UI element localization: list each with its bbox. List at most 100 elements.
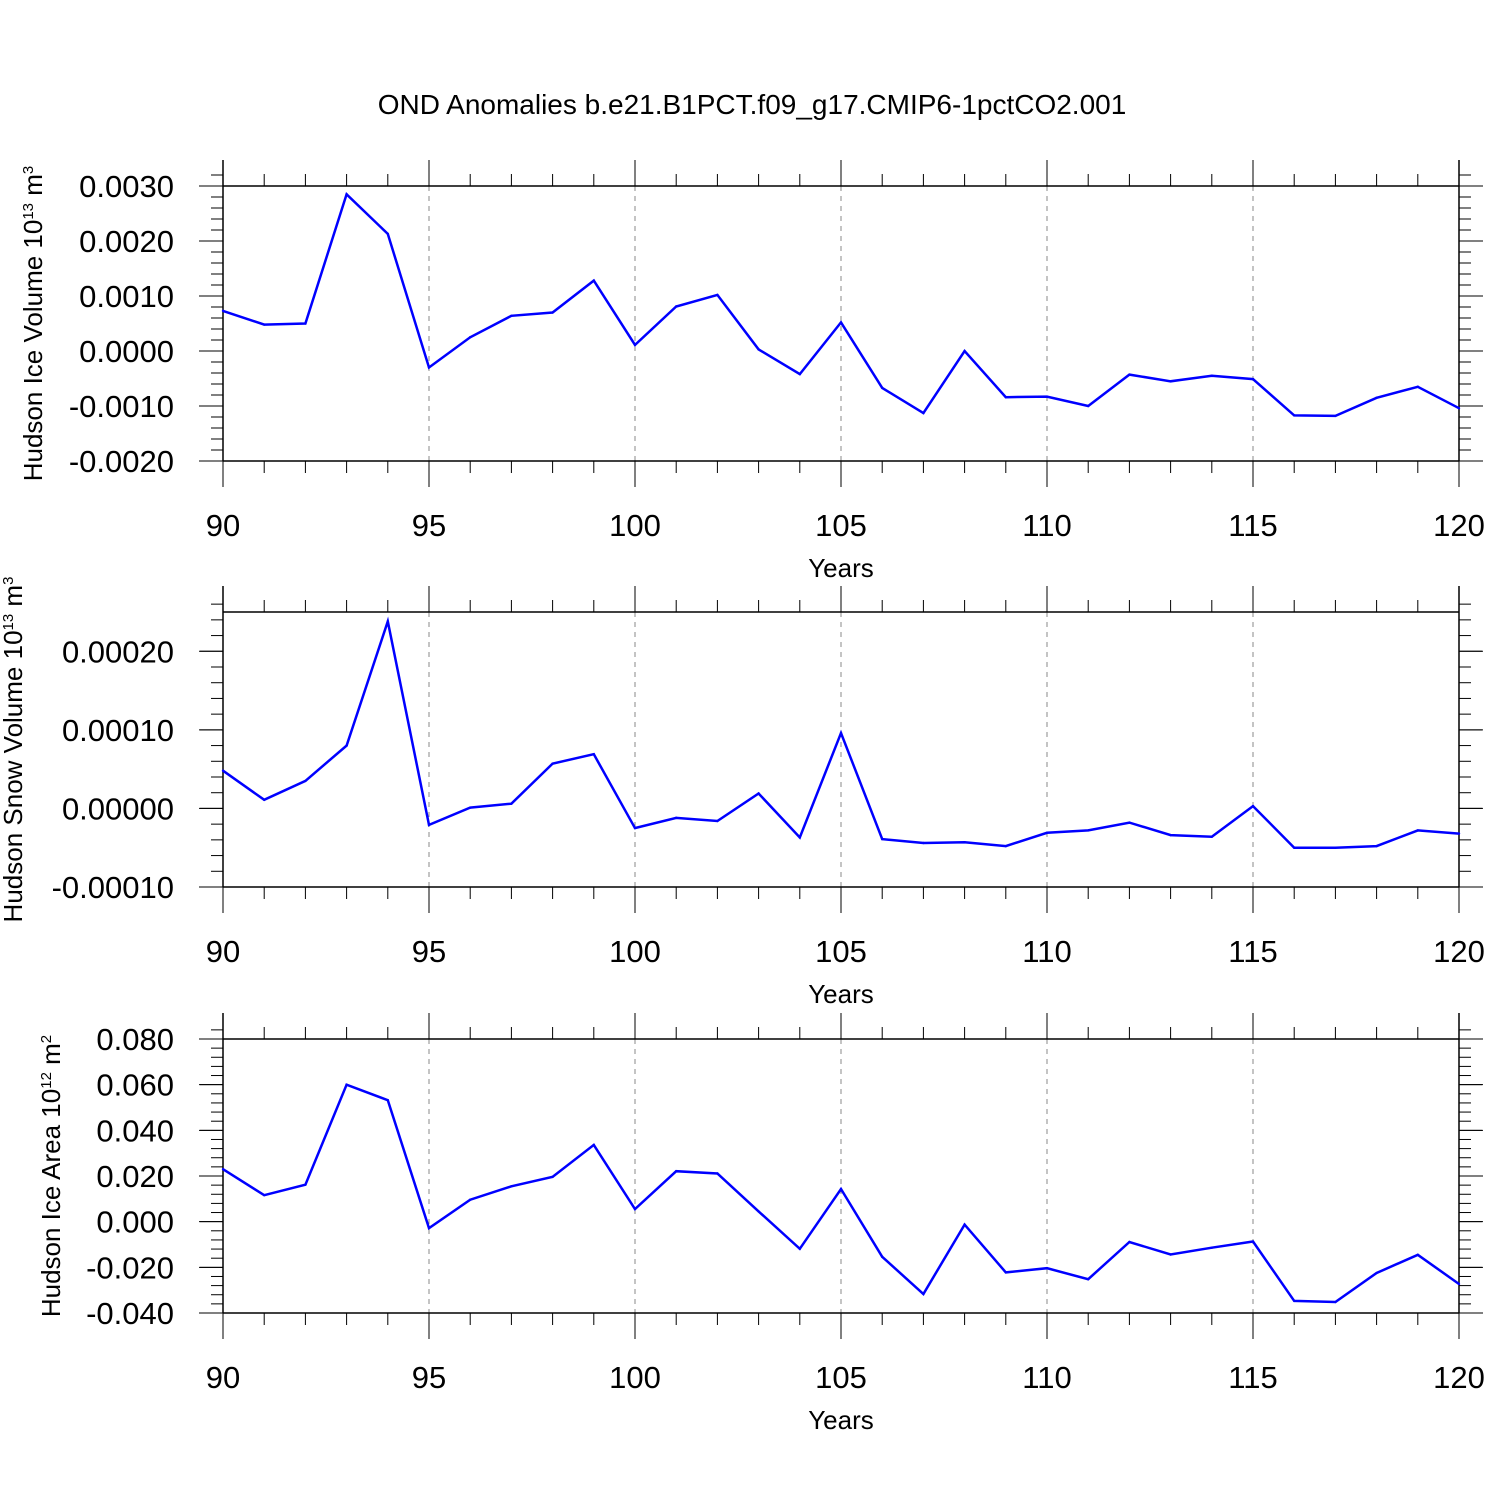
y-axis-label-superscript: 2 bbox=[38, 1035, 55, 1043]
data-point bbox=[1169, 833, 1172, 837]
y-axis-label-part: Hudson Ice Volume 10 bbox=[18, 220, 48, 482]
data-point bbox=[263, 1193, 266, 1197]
data-point bbox=[1251, 804, 1255, 808]
data-point bbox=[963, 1223, 966, 1226]
data-point bbox=[1045, 831, 1049, 834]
y-axis-label-part: m bbox=[36, 1043, 66, 1072]
data-point bbox=[1087, 404, 1090, 408]
data-point bbox=[922, 411, 925, 415]
data-point bbox=[469, 336, 472, 339]
data-point bbox=[386, 232, 389, 236]
data-point bbox=[963, 349, 966, 353]
data-point bbox=[510, 314, 513, 317]
data-point bbox=[675, 816, 678, 820]
data-point bbox=[427, 823, 431, 827]
data-point bbox=[716, 819, 719, 823]
y-tick-label: 0.00010 bbox=[62, 713, 174, 748]
x-tick-label: 90 bbox=[206, 1360, 240, 1395]
data-point bbox=[1128, 373, 1131, 376]
y-axis-label-superscript: 13 bbox=[0, 614, 17, 631]
x-tick-label: 105 bbox=[815, 934, 867, 969]
data-point bbox=[922, 841, 925, 845]
data-point bbox=[922, 1292, 925, 1296]
x-tick-label: 95 bbox=[412, 1360, 446, 1395]
data-point bbox=[1004, 844, 1007, 848]
data-point bbox=[1128, 1240, 1131, 1244]
data-point bbox=[1045, 395, 1049, 398]
ice-volume-panel: -0.0020 -0.0010 0.0000 0.0010 0.0020 0.0030 90… bbox=[18, 160, 1485, 583]
data-point bbox=[221, 309, 225, 313]
data-point bbox=[1004, 396, 1007, 399]
data-point bbox=[1087, 1278, 1090, 1281]
y-axis-label-part: m bbox=[18, 174, 48, 203]
data-point bbox=[551, 311, 554, 314]
data-point bbox=[592, 753, 595, 756]
x-tick-label: 120 bbox=[1433, 934, 1485, 969]
data-point bbox=[386, 620, 389, 623]
y-axis-label-part: m bbox=[0, 585, 28, 614]
data-point bbox=[510, 802, 513, 805]
data-point bbox=[1169, 380, 1172, 383]
data-point bbox=[592, 279, 595, 282]
y-tick-label: 0.0000 bbox=[79, 334, 174, 369]
data-point bbox=[1004, 1271, 1007, 1274]
y-axis-label-superscript: 12 bbox=[38, 1072, 55, 1089]
x-tick-label: 115 bbox=[1228, 1360, 1277, 1395]
data-point bbox=[798, 836, 801, 839]
x-tick-label: 100 bbox=[609, 934, 661, 969]
data-point bbox=[1375, 1271, 1378, 1275]
y-axis-label: Hudson Ice Volume 1013 m3 bbox=[18, 166, 48, 482]
data-point bbox=[510, 1185, 513, 1188]
data-point bbox=[757, 348, 760, 351]
data-point bbox=[427, 366, 431, 369]
y-tick-label: 0.00000 bbox=[62, 791, 174, 826]
x-tick-label: 110 bbox=[1022, 508, 1071, 543]
x-axis-label: Years bbox=[808, 1405, 874, 1435]
y-tick-label: 0.000 bbox=[96, 1205, 174, 1240]
x-tick-label: 95 bbox=[412, 508, 446, 543]
data-point bbox=[1210, 1246, 1214, 1249]
x-tick-label: 100 bbox=[609, 1360, 661, 1395]
data-point bbox=[839, 321, 843, 324]
data-point bbox=[839, 731, 843, 735]
data-point bbox=[386, 1098, 389, 1102]
data-point bbox=[592, 1143, 595, 1147]
x-tick-label: 120 bbox=[1433, 508, 1485, 543]
data-point bbox=[1375, 844, 1378, 848]
x-tick-label: 120 bbox=[1433, 1360, 1485, 1395]
data-point bbox=[881, 837, 884, 841]
data-point bbox=[675, 1170, 678, 1173]
data-point bbox=[757, 792, 760, 795]
data-point bbox=[881, 1255, 884, 1259]
data-point bbox=[675, 305, 678, 308]
y-axis-label-superscript: 3 bbox=[20, 166, 37, 174]
data-point bbox=[1457, 832, 1461, 835]
data-point bbox=[345, 744, 348, 747]
y-axis-label-part: Hudson Ice Area 10 bbox=[36, 1089, 66, 1317]
y-axis-label: Hudson Snow Volume 1013 m3 bbox=[0, 577, 28, 923]
x-tick-label: 100 bbox=[609, 508, 661, 543]
data-point bbox=[1128, 821, 1131, 824]
y-tick-label: 0.020 bbox=[96, 1159, 174, 1194]
y-tick-label: 0.060 bbox=[96, 1068, 174, 1103]
data-point bbox=[1293, 414, 1296, 417]
data-point bbox=[1457, 1282, 1461, 1286]
data-point bbox=[1251, 1240, 1255, 1243]
x-tick-label: 115 bbox=[1228, 508, 1277, 543]
y-axis-label: Hudson Ice Area 1012 m2 bbox=[36, 1035, 66, 1317]
y-axis-label-superscript: 13 bbox=[20, 203, 37, 220]
x-tick-label: 95 bbox=[412, 934, 446, 969]
data-point bbox=[1087, 829, 1090, 832]
snow-volume-panel: -0.00010 0.00000 0.00010 0.00020 90 95 100 105 1… bbox=[0, 577, 1485, 1009]
x-axis-label: Years bbox=[808, 979, 874, 1009]
data-point bbox=[716, 1172, 719, 1175]
data-point bbox=[263, 798, 266, 801]
data-point bbox=[469, 1198, 472, 1201]
y-tick-label: -0.0010 bbox=[69, 389, 174, 424]
data-point bbox=[757, 1210, 760, 1213]
data-point bbox=[1375, 396, 1378, 399]
x-tick-label: 110 bbox=[1022, 934, 1071, 969]
data-point bbox=[221, 1167, 225, 1171]
y-tick-label: 0.0010 bbox=[79, 279, 174, 314]
y-tick-label: -0.020 bbox=[86, 1250, 174, 1285]
